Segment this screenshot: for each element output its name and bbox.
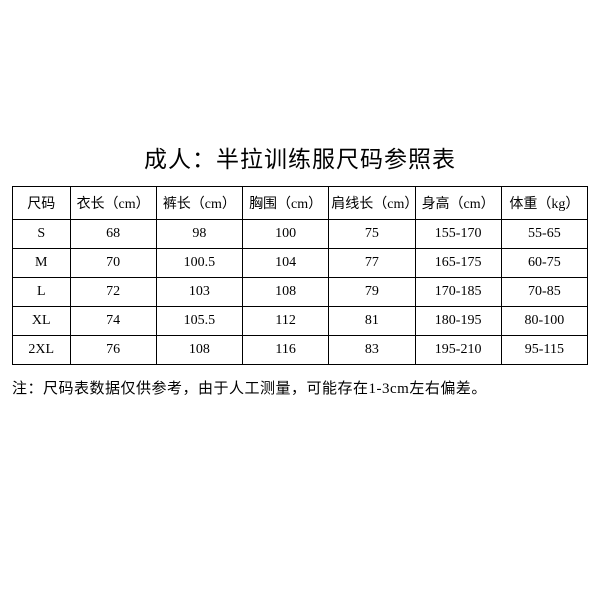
table-row: XL 74 105.5 112 81 180-195 80-100 [13,307,588,336]
table-row: 2XL 76 108 116 83 195-210 95-115 [13,336,588,365]
table-body: S 68 98 100 75 155-170 55-65 M 70 100.5 … [13,220,588,365]
cell-data: 68 [70,220,156,249]
cell-data: 165-175 [415,249,501,278]
cell-data: 105.5 [156,307,242,336]
cell-data: 116 [243,336,329,365]
header-size: 尺码 [13,187,71,220]
cell-data: 95-115 [501,336,587,365]
cell-data: 76 [70,336,156,365]
chart-note: 注：尺码表数据仅供参考，由于人工测量，可能存在1-3cm左右偏差。 [12,377,588,398]
cell-data: 100 [243,220,329,249]
cell-data: 112 [243,307,329,336]
cell-data: 108 [243,278,329,307]
cell-data: 60-75 [501,249,587,278]
size-table: 尺码 衣长（cm） 裤长（cm） 胸围（cm） 肩线长（cm） 身高（cm） 体… [12,186,588,365]
cell-data: 81 [329,307,415,336]
size-chart-container: 成人：半拉训练服尺码参照表 尺码 衣长（cm） 裤长（cm） 胸围（cm） 肩线… [0,140,600,398]
cell-data: 104 [243,249,329,278]
table-row: L 72 103 108 79 170-185 70-85 [13,278,588,307]
chart-title: 成人：半拉训练服尺码参照表 [12,140,588,174]
cell-data: 195-210 [415,336,501,365]
cell-data: 79 [329,278,415,307]
cell-data: 170-185 [415,278,501,307]
cell-data: 75 [329,220,415,249]
cell-size: M [13,249,71,278]
cell-data: 103 [156,278,242,307]
header-shoulder: 肩线长（cm） [329,187,415,220]
cell-data: 100.5 [156,249,242,278]
table-header-row: 尺码 衣长（cm） 裤长（cm） 胸围（cm） 肩线长（cm） 身高（cm） 体… [13,187,588,220]
cell-size: S [13,220,71,249]
cell-data: 155-170 [415,220,501,249]
cell-data: 77 [329,249,415,278]
header-length: 衣长（cm） [70,187,156,220]
cell-data: 180-195 [415,307,501,336]
cell-size: L [13,278,71,307]
header-height: 身高（cm） [415,187,501,220]
table-row: M 70 100.5 104 77 165-175 60-75 [13,249,588,278]
cell-data: 80-100 [501,307,587,336]
cell-size: XL [13,307,71,336]
header-pants: 裤长（cm） [156,187,242,220]
cell-data: 108 [156,336,242,365]
header-weight: 体重（kg） [501,187,587,220]
cell-data: 74 [70,307,156,336]
cell-size: 2XL [13,336,71,365]
cell-data: 70-85 [501,278,587,307]
cell-data: 98 [156,220,242,249]
cell-data: 72 [70,278,156,307]
cell-data: 70 [70,249,156,278]
cell-data: 83 [329,336,415,365]
cell-data: 55-65 [501,220,587,249]
header-chest: 胸围（cm） [243,187,329,220]
table-row: S 68 98 100 75 155-170 55-65 [13,220,588,249]
